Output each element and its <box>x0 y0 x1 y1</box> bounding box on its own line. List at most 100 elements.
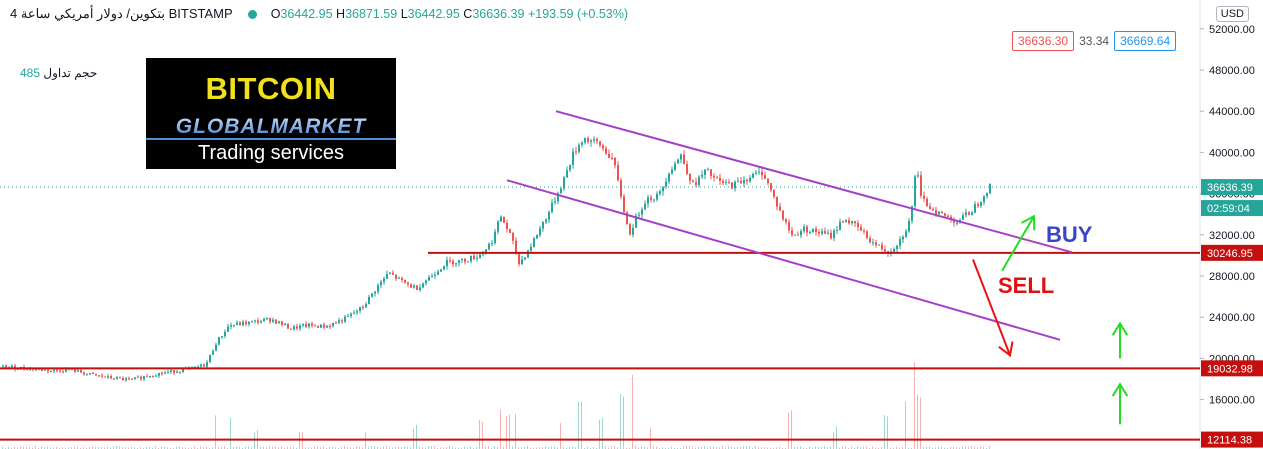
ask-price[interactable]: 36669.64 <box>1114 31 1177 51</box>
volume-bar <box>152 447 153 449</box>
volume-bar <box>359 446 360 449</box>
volume-bar <box>614 446 615 449</box>
candle-body <box>350 313 352 316</box>
candle-body <box>461 258 463 261</box>
volume-bar <box>824 446 825 449</box>
candle-body <box>341 320 343 322</box>
volume-bar <box>569 447 570 449</box>
volume-bar <box>116 446 117 449</box>
volume-bar <box>710 446 711 449</box>
candle-body <box>572 151 574 165</box>
candle-body <box>410 284 412 288</box>
candle-body <box>752 173 754 178</box>
candle-body <box>953 219 955 223</box>
candle-body <box>512 232 514 241</box>
buy-arrow-icon-head <box>1111 382 1129 397</box>
volume-bar <box>836 426 837 449</box>
logo-line-globalmarket: GLOBALMARKET <box>146 115 396 139</box>
volume-bar <box>110 447 111 449</box>
symbol-name[interactable]: بتكوين/ دولار أمريكي <box>54 6 165 21</box>
volume-bar <box>698 446 699 449</box>
volume-bar <box>227 447 228 449</box>
candle-body <box>239 322 241 325</box>
volume-bar <box>968 446 969 449</box>
candle-body <box>524 257 526 260</box>
volume-bar <box>341 447 342 449</box>
volume-bar <box>557 447 558 449</box>
volume-bar <box>347 447 348 449</box>
volume-bar <box>272 446 273 449</box>
candle-body <box>368 296 370 305</box>
volume-bar <box>416 424 417 449</box>
candle-body <box>305 324 307 327</box>
volume-bar <box>695 447 696 449</box>
candle-body <box>872 242 874 244</box>
volume-bar <box>386 446 387 449</box>
volume-bar <box>977 446 978 449</box>
volume-bar <box>524 446 525 449</box>
brand-logo: BITCOIN GLOBALMARKET Trading services <box>146 58 396 169</box>
volume-bar <box>692 446 693 449</box>
volume-bar <box>515 413 516 449</box>
volume-bar <box>578 401 579 449</box>
currency-button[interactable]: USD <box>1215 6 1249 22</box>
volume-bar <box>983 446 984 449</box>
volume-bar <box>188 447 189 449</box>
candle-body <box>290 328 292 330</box>
volume-bar <box>167 447 168 449</box>
volume-bar <box>500 409 501 449</box>
candle-body <box>134 377 136 379</box>
candle-body <box>671 169 673 174</box>
candle-body <box>839 221 841 230</box>
volume-bar <box>665 447 666 449</box>
candle-body <box>659 191 661 194</box>
volume-bar <box>737 446 738 449</box>
candle-body <box>215 344 217 351</box>
candle-body <box>62 371 64 373</box>
candle-body <box>47 369 49 372</box>
candle-body <box>128 378 130 380</box>
volume-bar <box>767 447 768 449</box>
candle-body <box>389 272 391 275</box>
volume-bar <box>350 447 351 449</box>
candle-body <box>311 323 313 326</box>
candle-body <box>884 249 886 252</box>
bid-price[interactable]: 36636.30 <box>1012 31 1075 51</box>
volume-bar <box>287 447 288 449</box>
candle-body <box>842 221 844 223</box>
volume-bar <box>269 446 270 449</box>
candle-body <box>713 175 715 178</box>
logo-line-services: Trading services <box>198 142 344 164</box>
volume-bar <box>131 446 132 449</box>
volume-bar <box>602 418 603 449</box>
candle-body <box>821 231 823 234</box>
sell-arrow-icon-head <box>998 341 1014 358</box>
volume-bar <box>431 446 432 449</box>
volume-bar <box>950 446 951 449</box>
volume-bar <box>239 446 240 449</box>
channel-line <box>506 179 1061 341</box>
candle-body <box>287 323 289 329</box>
candle-body <box>605 148 607 154</box>
volume-bar <box>632 374 633 449</box>
volume-bar <box>14 446 15 449</box>
high-value: 36871.59 <box>345 7 398 21</box>
buy-annotation: BUY <box>1046 222 1093 247</box>
candle-body <box>677 159 679 164</box>
volume-bar <box>881 447 882 449</box>
volume-bar <box>323 446 324 449</box>
volume-bar <box>191 447 192 449</box>
candle-body <box>158 373 160 376</box>
candle-body <box>89 373 91 375</box>
volume-bar <box>404 446 405 449</box>
volume-bar <box>896 446 897 449</box>
candle-body <box>161 373 163 375</box>
candle-body <box>56 369 58 371</box>
volume-bar <box>23 447 24 449</box>
interval[interactable]: ساعة 4 <box>10 6 51 21</box>
candle-body <box>740 180 742 184</box>
volume-bar <box>200 446 201 449</box>
volume-bar <box>551 446 552 449</box>
volume-bar <box>398 446 399 449</box>
